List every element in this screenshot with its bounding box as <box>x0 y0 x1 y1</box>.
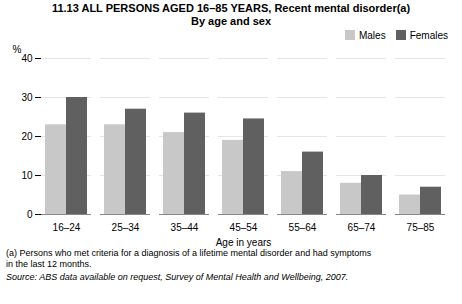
svg-text:35–44: 35–44 <box>171 222 199 233</box>
svg-text:40: 40 <box>21 53 33 64</box>
svg-text:Age in years: Age in years <box>216 237 272 248</box>
html-text:Females: Females <box>409 30 448 41</box>
svg-text:45–54: 45–54 <box>230 222 258 233</box>
svg-text:25–34: 25–34 <box>112 222 140 233</box>
html-text:Source: ABS data available on: Source: ABS data available on request, S… <box>6 272 349 282</box>
html-text:11.13 ALL PERSONS AGED 16–85 Y: 11.13 ALL PERSONS AGED 16–85 YEARS, Rece… <box>51 2 411 14</box>
html-text:Males: Males <box>359 30 386 41</box>
svg-text:0: 0 <box>27 209 33 220</box>
svg-text:30: 30 <box>21 92 33 103</box>
html-text:(a) Persons who met criteria f: (a) Persons who met criteria for a diagn… <box>6 248 372 258</box>
svg-text:55–64: 55–64 <box>289 222 317 233</box>
svg-text:%: % <box>13 44 22 55</box>
svg-text:16–24: 16–24 <box>53 222 81 233</box>
html-text:in the last 12 months.: in the last 12 months. <box>6 259 92 269</box>
svg-text:65–74: 65–74 <box>348 222 376 233</box>
svg-text:20: 20 <box>21 131 33 142</box>
svg-text:75–85: 75–85 <box>407 222 435 233</box>
svg-text:10: 10 <box>21 170 33 181</box>
html-text:By age and sex: By age and sex <box>191 15 271 27</box>
